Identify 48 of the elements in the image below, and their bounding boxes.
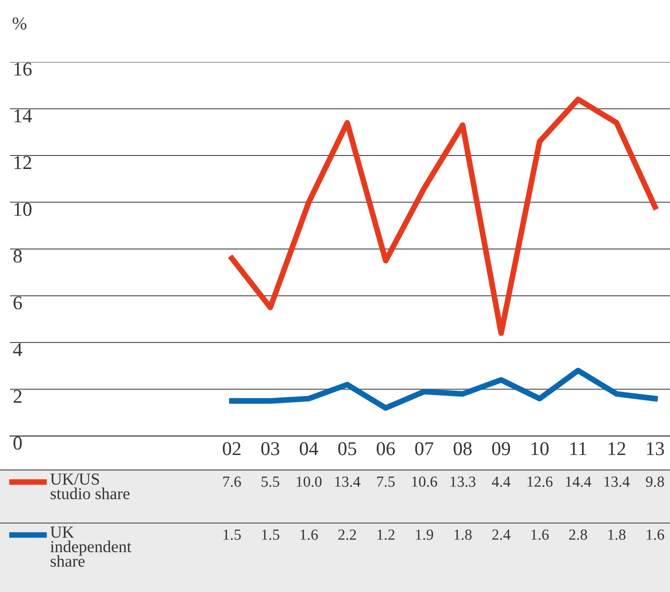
data-label: 7.5	[377, 476, 395, 487]
data-label: 2.4	[492, 530, 510, 540]
y-tick-label: 14	[14, 109, 32, 122]
x-tick-label: 04	[300, 442, 318, 456]
data-label: 1.2	[378, 530, 394, 540]
data-label: 2.8	[569, 530, 588, 540]
data-label: 10.6	[412, 476, 438, 487]
data-label: 2.2	[338, 530, 356, 540]
data-label: 7.6	[223, 476, 241, 487]
y-tick-label: 16	[14, 62, 32, 76]
y-tick-label: 12	[14, 156, 32, 169]
x-tick-label: 08	[454, 442, 472, 456]
data-label: 10.0	[296, 476, 322, 487]
data-label: 1.6	[646, 530, 664, 540]
data-label: 1.5	[262, 530, 280, 540]
data-label: 13.4	[335, 476, 360, 487]
y-tick-label: 0	[14, 436, 22, 450]
x-tick-label: 13	[647, 442, 664, 456]
legend-label: UK independent share	[50, 526, 132, 567]
x-tick-label: 03	[261, 442, 280, 456]
y-tick-label: 8	[14, 250, 22, 263]
y-tick-label: 10	[14, 202, 32, 216]
data-label: 12.6	[528, 476, 553, 487]
y-tick-label: 6	[14, 296, 22, 310]
data-label: 9.8	[646, 476, 664, 487]
data-label: 1.6	[300, 530, 318, 540]
data-label: 14.4	[566, 476, 592, 487]
data-label: 1.8	[608, 530, 626, 540]
data-label: 1.9	[416, 530, 434, 540]
data-label: 4.4	[492, 476, 510, 487]
data-label: 5.5	[262, 476, 280, 487]
x-tick-label: 09	[492, 442, 510, 456]
data-label: 1.5	[224, 530, 241, 540]
data-label: 13.3	[450, 476, 476, 487]
x-tick-label: 07	[415, 442, 434, 456]
x-tick-label: 05	[338, 442, 356, 456]
y-tick-label: 4	[13, 343, 22, 356]
x-tick-label: 10	[532, 442, 549, 456]
x-tick-label: 12	[608, 442, 626, 456]
x-tick-label: 06	[376, 442, 395, 456]
data-label: 1.8	[454, 530, 472, 540]
y-tick-label: 2	[14, 390, 22, 403]
y-axis-title: %	[12, 17, 26, 30]
x-tick-label: 02	[222, 442, 240, 456]
x-tick-label: 11	[570, 442, 586, 456]
data-label: 1.6	[531, 530, 549, 540]
legend-label: UK/US studio share	[50, 474, 130, 500]
data-label: 13.4	[604, 476, 630, 487]
